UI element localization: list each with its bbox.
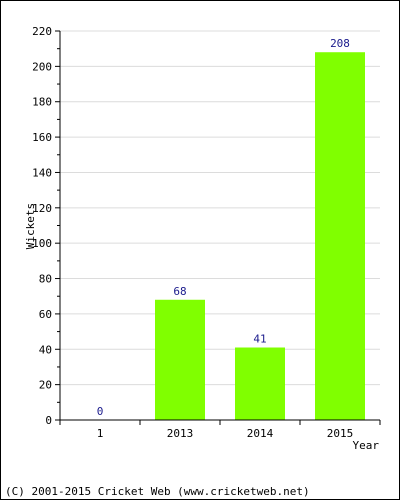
x-tick-label-2014: 2014: [247, 427, 274, 440]
y-tick-label-180: 180: [32, 96, 52, 109]
y-tick-label-120: 120: [32, 202, 52, 215]
y-tick-label-20: 20: [39, 379, 52, 392]
x-axis-label: Year: [353, 439, 380, 452]
y-tick-label-0: 0: [45, 414, 52, 427]
y-tick-label-80: 80: [39, 273, 52, 286]
x-tick-label-1: 1: [97, 427, 104, 440]
y-tick-label-100: 100: [32, 237, 52, 250]
y-tick-label-220: 220: [32, 25, 52, 38]
y-tick-labels: 0 20 40 60 80 100 120 140 160 180 200 220: [32, 25, 52, 427]
x-tick-labels: 1 2013 2014 2015: [97, 427, 354, 440]
y-tick-label-60: 60: [39, 308, 52, 321]
data-labels: 0 68 41 208: [97, 37, 350, 418]
copyright-footer: (C) 2001-2015 Cricket Web (www.cricketwe…: [5, 485, 310, 498]
axes: [55, 30, 381, 425]
data-label-1: 0: [97, 405, 104, 418]
data-label-2013: 68: [173, 285, 186, 298]
bar-2014: [235, 347, 285, 420]
y-tick-label-200: 200: [32, 60, 52, 73]
y-axis-label: Wickets: [24, 203, 37, 249]
y-tick-label-160: 160: [32, 131, 52, 144]
y-tick-label-140: 140: [32, 166, 52, 179]
bar-2015: [315, 52, 365, 421]
data-label-2015: 208: [330, 37, 350, 50]
bar-2013: [155, 299, 205, 420]
y-tick-label-40: 40: [39, 343, 52, 356]
data-label-2014: 41: [253, 333, 266, 346]
x-tick-label-2013: 2013: [167, 427, 194, 440]
x-tick-label-2015: 2015: [327, 427, 354, 440]
bars: [155, 52, 365, 421]
